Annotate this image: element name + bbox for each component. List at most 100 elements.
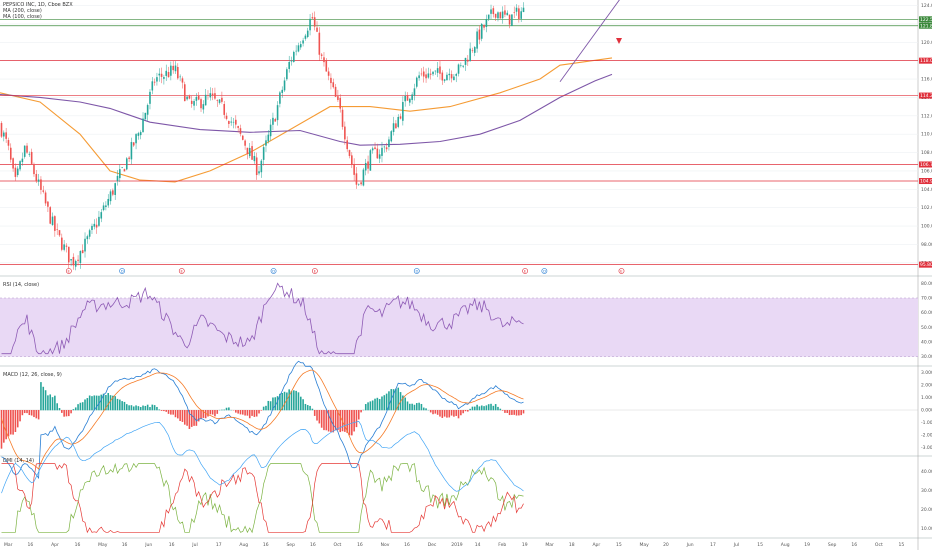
candle-body [149, 91, 151, 104]
candle-body [174, 65, 177, 72]
candle-body [295, 50, 297, 52]
macd-hist-bar [471, 406, 474, 411]
macd-hist-bar [378, 399, 381, 411]
rsi-line [1, 282, 524, 355]
macd-hist-bar [274, 397, 277, 411]
candle-body [473, 47, 476, 53]
macd-hist-bar [65, 410, 68, 417]
macd-hist-bar [202, 410, 205, 418]
candle-body [255, 157, 258, 176]
candle-body [221, 97, 223, 102]
macd-hist-bar [293, 390, 295, 411]
candle-body [399, 116, 402, 119]
candle-body [487, 14, 490, 19]
price-tick-label: 116.00 [921, 77, 932, 83]
candle-body [420, 73, 423, 75]
price-tick-label: 112.00 [921, 113, 932, 119]
macd-hist-bar [367, 402, 369, 411]
candle-body [26, 145, 28, 153]
candle-body [28, 153, 31, 155]
event-marker-label: D [415, 269, 418, 274]
candle-body [309, 18, 311, 31]
candle-body [137, 133, 140, 136]
candle-body [40, 179, 42, 190]
macd-hist-bar [214, 410, 216, 417]
candle-body [460, 65, 462, 66]
price-tick-label: 110.00 [921, 132, 932, 138]
candle-body [390, 131, 393, 142]
macd-hist-bar [508, 410, 511, 416]
macd-hist-bar [114, 396, 116, 411]
candle-body [323, 57, 325, 63]
candle-body [93, 223, 96, 227]
candle-body [132, 142, 135, 146]
macd-hist-bar [443, 410, 446, 417]
macd-tick-label: 3.0000 [921, 370, 932, 376]
macd-hist-bar [179, 410, 181, 422]
candle-body [478, 29, 481, 40]
macd-hist-bar [413, 404, 416, 411]
macd-hist-bar [47, 395, 49, 411]
candle-body [279, 92, 281, 104]
candle-body [5, 132, 7, 139]
x-tick-label: 20 [663, 542, 669, 548]
candle-body [332, 82, 335, 88]
candle-body [467, 59, 469, 62]
macd-hist-bar [128, 405, 130, 411]
macd-hist-bar [304, 403, 307, 411]
x-tick-label: Jun [686, 542, 694, 548]
level-tag [919, 178, 932, 185]
event-marker-label: E [68, 269, 71, 274]
macd-hist-bar [297, 392, 300, 411]
candle-body [98, 216, 100, 226]
candle-body [476, 31, 478, 49]
macd-hist-bar [309, 405, 311, 411]
x-tick-label: 16 [310, 542, 316, 548]
macd-hist-bar [116, 398, 119, 411]
x-tick-label: 16 [357, 542, 363, 548]
candle-body [260, 160, 263, 173]
x-tick-label: Oct [334, 542, 342, 548]
candle-body [409, 98, 411, 103]
macd-hist-bar [93, 395, 96, 411]
macd-hist-bar [374, 398, 376, 411]
candle-body [371, 148, 374, 151]
macd-hist-bar [146, 404, 149, 411]
macd-hist-bar [286, 392, 288, 411]
candle-body [490, 9, 492, 14]
dmi-adx-line [1, 421, 524, 494]
candle-body [385, 147, 388, 150]
macd-hist-bar [228, 407, 230, 411]
macd-hist-bar [28, 410, 31, 416]
macd-hist-bar [441, 410, 444, 418]
x-tick-label: Dec [428, 542, 437, 548]
candle-body [172, 65, 174, 71]
macd-hist-bar [30, 410, 33, 416]
candle-body [469, 48, 471, 62]
dmi-minus-line [1, 463, 524, 534]
macd-hist-bar [411, 403, 413, 411]
event-marker [178, 268, 185, 274]
macd-hist-bar [100, 394, 103, 411]
level-tag-label: 95.80 [920, 262, 932, 268]
x-tick-label: 14 [475, 542, 481, 548]
candle-body [3, 132, 5, 137]
macd-hist-bar [415, 403, 418, 411]
macd-hist-bar [42, 386, 45, 411]
macd-hist-bar [86, 398, 89, 411]
legend-ma200: MA (200, close) [3, 8, 42, 14]
x-tick-label: Jun [144, 542, 152, 548]
macd-hist-bar [91, 396, 93, 411]
candle-body [355, 173, 358, 185]
macd-hist-bar [422, 407, 425, 411]
candle-body [204, 94, 207, 106]
candle-body [214, 93, 216, 99]
macd-hist-bar [518, 410, 520, 416]
candle-body [216, 100, 219, 101]
macd-hist-bar [520, 410, 522, 416]
candle-body [353, 164, 355, 175]
macd-hist-bar [420, 403, 423, 411]
candle-body [306, 30, 309, 37]
rsi-legend: RSI (14, close) [3, 282, 40, 288]
rsi-tick-label: 50.0000 [921, 325, 932, 331]
